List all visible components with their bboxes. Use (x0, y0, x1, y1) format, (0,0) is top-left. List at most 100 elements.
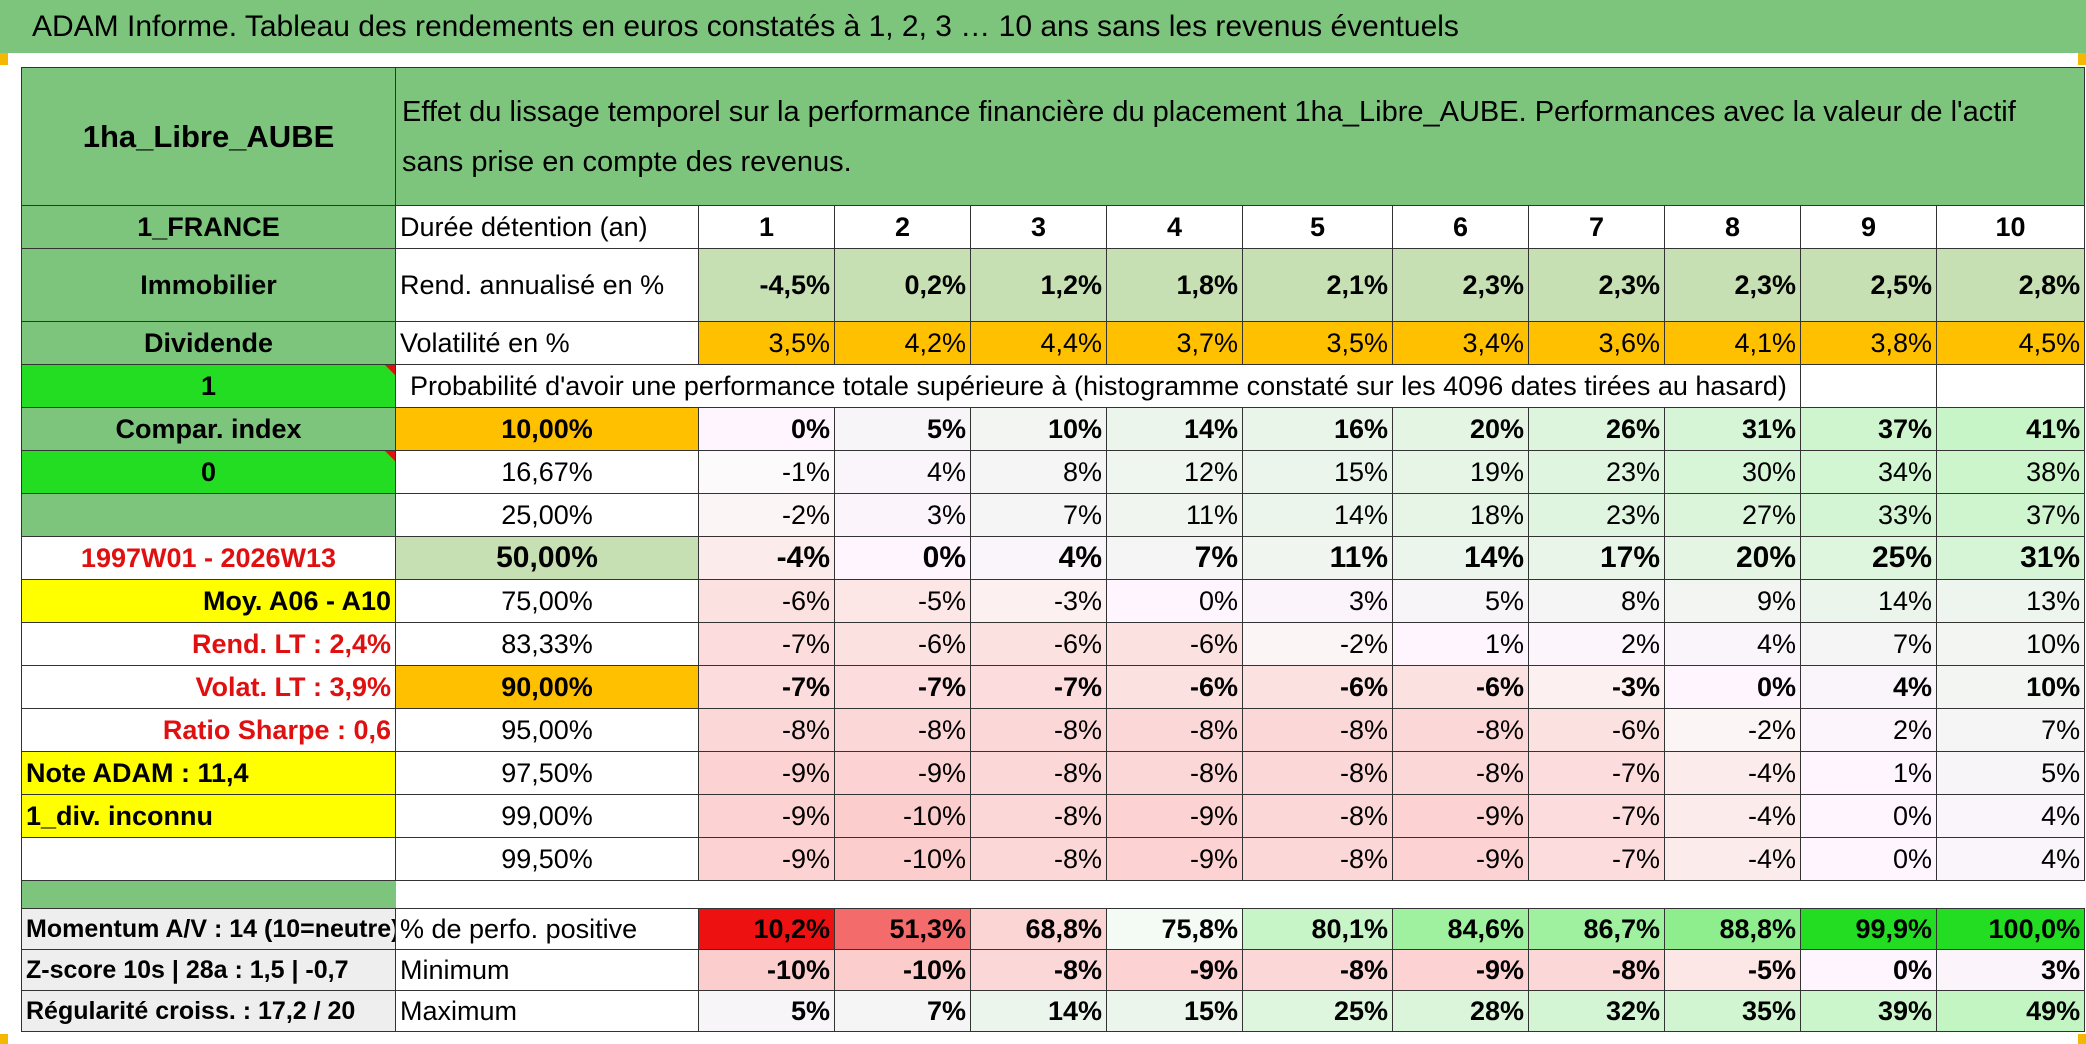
positive-pct-cell: 80,1% (1242, 908, 1393, 950)
quantile-value-cell: -8% (1392, 708, 1529, 752)
minimum-cell: 3% (1935, 949, 2086, 991)
quantile-value-cell: 1% (1392, 622, 1529, 666)
left-spacer-cell (21, 880, 396, 909)
volatility-cell: 3,4% (1392, 321, 1529, 365)
maximum-cell: 25% (1242, 990, 1393, 1032)
positive-pct-cell: 10,2% (698, 908, 835, 950)
year-header: 4 (1106, 205, 1243, 249)
maximum-cell: 39% (1800, 990, 1937, 1032)
quantile-value-cell: 0% (1106, 579, 1243, 623)
quantile-value-cell: -10% (834, 794, 971, 838)
quantile-value-cell: 12% (1106, 450, 1243, 494)
maximum-cell: 32% (1528, 990, 1665, 1032)
quantile-value-cell: -6% (970, 622, 1107, 666)
quantile-value-cell: 13% (1935, 579, 2086, 623)
quantile-value-cell: 20% (1392, 407, 1529, 451)
year-header: 8 (1664, 205, 1801, 249)
quantile-value-cell: -6% (1242, 665, 1393, 709)
positive-label: % de perfo. positive (395, 908, 699, 950)
quantile-value-cell: 38% (1935, 450, 2086, 494)
compar-index-label: Compar. index (21, 407, 396, 451)
quantile-value-cell: 7% (970, 493, 1107, 537)
quantile-value-cell: -9% (1106, 794, 1243, 838)
maximum-cell: 7% (834, 990, 971, 1032)
quantile-value-cell: -8% (970, 751, 1107, 795)
quantile-value-cell: -9% (834, 751, 971, 795)
momentum-label: Momentum A/V : 14 (10=neutre) (21, 908, 396, 950)
quantile-value-cell: 17% (1528, 536, 1665, 580)
volatility-cell: 3,5% (1242, 321, 1393, 365)
quantile-value-cell: -5% (834, 579, 971, 623)
probability-label: Probabilité d'avoir une performance tota… (395, 364, 1801, 408)
spacer-cell (396, 881, 2085, 909)
volatility-cell: 4,4% (970, 321, 1107, 365)
quantile-value-cell: 27% (1664, 493, 1801, 537)
quantile-value-cell: 37% (1935, 493, 2086, 537)
regularity-label: Régularité croiss. : 17,2 / 20 (21, 990, 396, 1032)
quantile-value-cell: -4% (1664, 794, 1801, 838)
quantile-value-cell: -8% (1106, 751, 1243, 795)
quantile-value-cell: 14% (1800, 579, 1937, 623)
quantile-value-cell: 10% (1935, 665, 2086, 709)
volatility-cell: 3,8% (1800, 321, 1937, 365)
quantile-label: 95,00% (395, 708, 699, 752)
quantile-value-cell: 14% (1392, 536, 1529, 580)
quantile-value-cell: 4% (1800, 665, 1937, 709)
quantile-value-cell: 5% (1935, 751, 2086, 795)
country-label: 1_FRANCE (21, 205, 396, 249)
quantile-label: 16,67% (395, 450, 699, 494)
quantile-value-cell: 23% (1528, 450, 1665, 494)
quantile-value-cell: 0% (1800, 794, 1937, 838)
report-banner: ADAM Informe. Tableau des rendements en … (0, 0, 2086, 53)
quantile-value-cell: -6% (1528, 708, 1665, 752)
sharpe-label: Ratio Sharpe : 0,6 (21, 708, 396, 752)
quantile-value-cell: 7% (1935, 708, 2086, 752)
quantile-value-cell: 31% (1935, 536, 2086, 580)
quantile-label: 10,00% (395, 407, 699, 451)
quantile-label: 75,00% (395, 579, 699, 623)
quantile-value-cell: 20% (1664, 536, 1801, 580)
asset-name: 1ha_Libre_AUBE (21, 67, 396, 206)
annualized-return-cell: 2,3% (1528, 248, 1665, 322)
positive-pct-cell: 100,0% (1935, 908, 2086, 950)
quantile-value-cell: -7% (834, 665, 971, 709)
quantile-value-cell: -7% (698, 665, 835, 709)
left-empty-cell (21, 837, 396, 881)
quantile-value-cell: -3% (1528, 665, 1665, 709)
quantile-label: 97,50% (395, 751, 699, 795)
quantile-value-cell: 0% (1664, 665, 1801, 709)
quantile-value-cell: -8% (970, 794, 1107, 838)
table-title: Effet du lissage temporel sur la perform… (394, 67, 2086, 206)
quantile-value-cell: 0% (698, 407, 835, 451)
positive-pct-cell: 99,9% (1800, 908, 1937, 950)
quantile-value-cell: 11% (1106, 493, 1243, 537)
quantile-value-cell: 8% (1528, 579, 1665, 623)
quantile-value-cell: 5% (834, 407, 971, 451)
quantile-value-cell: 31% (1664, 407, 1801, 451)
annualized-return-cell: 2,3% (1392, 248, 1529, 322)
quantile-value-cell: 1% (1800, 751, 1937, 795)
year-header: 2 (834, 205, 971, 249)
frame-corner-marker (0, 1034, 8, 1044)
frame-corner-marker (2078, 53, 2086, 65)
volatility-cell: 4,1% (1664, 321, 1801, 365)
annualized-return-cell: 2,5% (1800, 248, 1937, 322)
maximum-cell: 14% (970, 990, 1107, 1032)
quantile-value-cell: -9% (1392, 837, 1529, 881)
quantile-value-cell: -6% (834, 622, 971, 666)
maximum-cell: 15% (1106, 990, 1243, 1032)
period-label: 1997W01 - 2026W13 (21, 536, 396, 580)
year-header: 5 (1242, 205, 1393, 249)
quantile-value-cell: 2% (1800, 708, 1937, 752)
quantile-value-cell: 14% (1242, 493, 1393, 537)
quantile-label: 50,00% (395, 536, 699, 580)
duration-label: Durée détention (an) (395, 205, 699, 249)
quantile-value-cell: -9% (698, 751, 835, 795)
quantile-value-cell: -8% (1392, 751, 1529, 795)
moy-label: Moy. A06 - A10 (21, 579, 396, 623)
quantile-label: 25,00% (395, 493, 699, 537)
quantile-value-cell: 41% (1935, 407, 2086, 451)
quantile-value-cell: -7% (1528, 751, 1665, 795)
quantile-value-cell: -6% (698, 579, 835, 623)
positive-pct-cell: 88,8% (1664, 908, 1801, 950)
